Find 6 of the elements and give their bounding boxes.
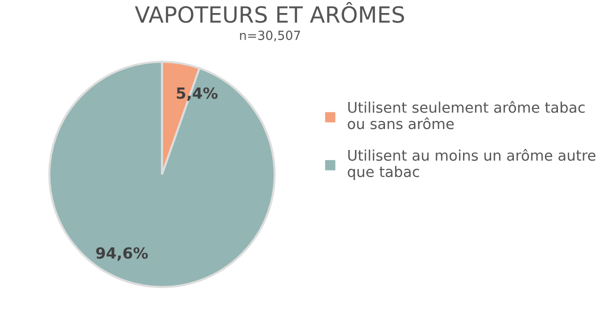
data-label: 94,6% bbox=[96, 247, 148, 261]
legend-label: Utilisent au moins un arôme autre que tabac bbox=[348, 148, 596, 180]
chart-title: VAPOTEURS ET ARÔMES bbox=[134, 2, 404, 23]
chart-subtitle: n=30,507 bbox=[240, 30, 300, 42]
pie-slice bbox=[48, 60, 276, 288]
legend-label: Utilisent seulement arôme tabac ou sans arôme bbox=[348, 101, 585, 130]
